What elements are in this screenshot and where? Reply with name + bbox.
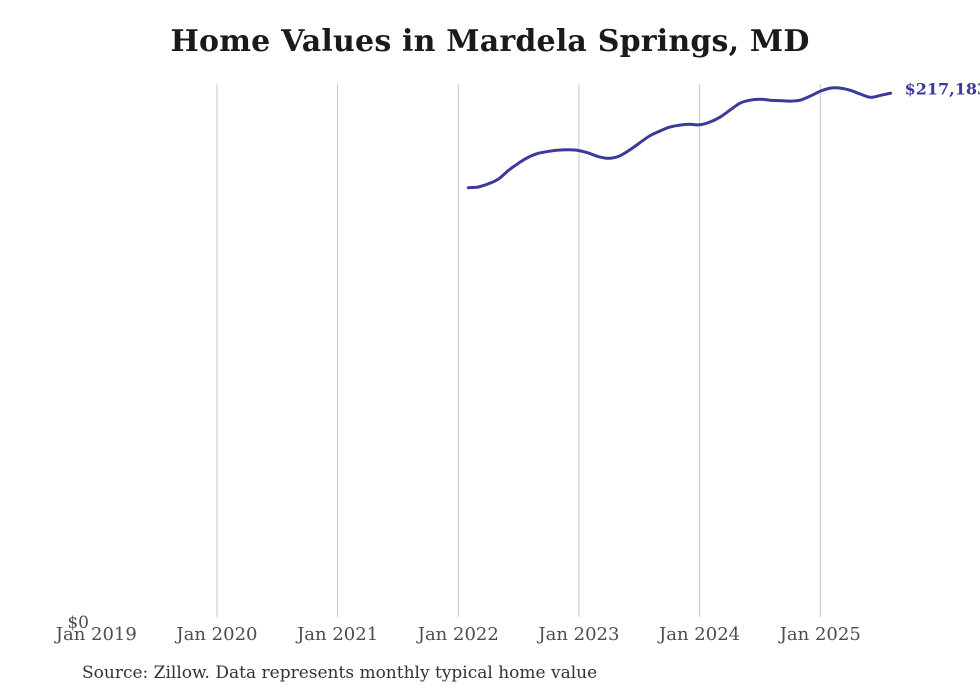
- chart-title: Home Values in Mardela Springs, MD: [170, 24, 810, 59]
- source-note: Source: Zillow. Data represents monthly …: [82, 663, 598, 683]
- x-tick-jan-2021: Jan 2021: [295, 624, 378, 645]
- home-value-line-series: [466, 86, 893, 190]
- x-tick-jan-2020: Jan 2020: [174, 624, 257, 645]
- x-tick-jan-2019: Jan 2019: [54, 624, 137, 645]
- latest-value-label: $217,183: [905, 80, 980, 99]
- x-tick-jan-2023: Jan 2023: [536, 624, 619, 645]
- y-tick--0: $0: [67, 613, 89, 633]
- x-tick-jan-2022: Jan 2022: [416, 624, 499, 645]
- x-tick-jan-2025: Jan 2025: [778, 624, 861, 645]
- x-tick-jan-2024: Jan 2024: [657, 624, 740, 645]
